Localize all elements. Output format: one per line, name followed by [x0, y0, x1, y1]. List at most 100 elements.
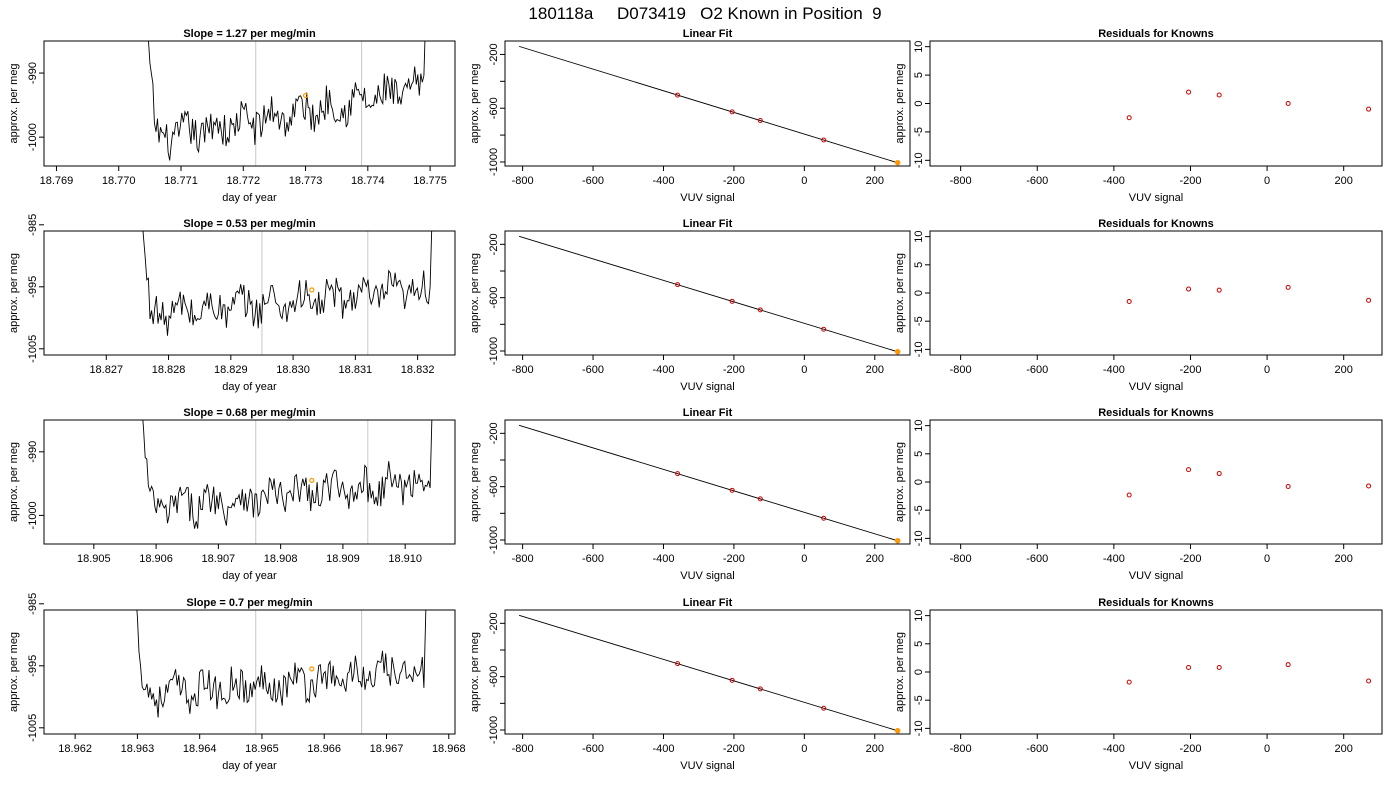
panel-title: Slope = 0.53 per meg/min [183, 218, 316, 230]
residual-point [1126, 492, 1132, 498]
plot-frame [43, 419, 456, 545]
y-axis-label: approx. per meg [894, 63, 906, 143]
y-tick-label: -985 [27, 593, 39, 615]
highlight-point [894, 348, 901, 355]
y-tick-label: -1000 [488, 716, 500, 744]
plot-area [518, 424, 901, 544]
y-tick-label: -10 [913, 152, 925, 168]
fit-point [729, 298, 735, 304]
plot-area [148, 41, 426, 166]
x-tick-label: 18.775 [413, 175, 447, 187]
panel-title: Slope = 0.7 per meg/min [186, 597, 313, 609]
x-tick-label: -400 [652, 743, 674, 755]
x-tick-label: 18.772 [226, 175, 260, 187]
x-tick-label: 0 [1264, 553, 1270, 565]
y-tick-label: -200 [488, 233, 500, 255]
x-tick-label: -600 [1026, 553, 1048, 565]
plot-frame [504, 40, 911, 167]
residual-point [1126, 298, 1132, 304]
y-axis-label: approx. per meg [8, 442, 20, 522]
timeseries-marker [302, 92, 309, 99]
plot-area [1126, 89, 1372, 121]
fit-point [821, 515, 827, 521]
x-tick-label: -400 [1103, 743, 1125, 755]
x-tick-label: 200 [1335, 553, 1353, 565]
y-tick-label: 0 [913, 669, 925, 675]
residual-point [1186, 467, 1192, 473]
timeseries-panel-4: Slope = 0.7 per meg/min 18.962 18.963 18.96… [8, 593, 466, 772]
y-axis-label: approx. per meg [894, 253, 906, 333]
linear-fit-panel-3: Linear Fit -800 -600 -400 -200 0 200 -200 -600 -1… [469, 407, 911, 582]
residuals-panel-2: Residuals for Knowns -800 -600 -400 -200 0 200… [894, 218, 1383, 393]
residuals-panel-3: Residuals for Knowns -800 -600 -400 -200 0 200… [894, 407, 1383, 582]
x-tick-label: -600 [582, 364, 604, 376]
plot-area [1126, 662, 1372, 685]
x-tick-label: 18.906 [139, 553, 173, 565]
x-tick-label: -200 [1179, 743, 1201, 755]
panel-title: Linear Fit [683, 218, 733, 230]
x-tick-label: -400 [1103, 553, 1125, 565]
y-tick-label: -200 [488, 422, 500, 444]
timeseries-panel-2: Slope = 0.53 per meg/min 18.827 18.828 18.8… [8, 214, 456, 393]
x-tick-label: 200 [866, 553, 884, 565]
y-tick-label: -10 [913, 341, 925, 357]
residual-point [1285, 284, 1291, 290]
x-tick-label: -800 [950, 553, 972, 565]
y-tick-label: 0 [913, 479, 925, 485]
y-tick-label: 5 [913, 641, 925, 647]
fit-point [675, 661, 681, 667]
y-tick-label: -1000 [27, 501, 39, 529]
panel-title: Linear Fit [683, 597, 733, 609]
residual-point [1285, 662, 1291, 668]
panel-title: Residuals for Knowns [1098, 28, 1214, 40]
x-tick-label: 0 [801, 175, 807, 187]
x-axis-label: VUV signal [1129, 760, 1183, 772]
y-axis-label: approx. per meg [469, 63, 481, 143]
panel-title: Slope = 1.27 per meg/min [183, 28, 316, 40]
panel-title: Linear Fit [683, 28, 733, 40]
x-tick-label: 200 [866, 743, 884, 755]
highlight-point [894, 727, 901, 734]
panel-title: Residuals for Knowns [1098, 218, 1214, 230]
y-tick-label: 5 [913, 72, 925, 78]
x-tick-label: 18.827 [89, 364, 123, 376]
x-axis-label: VUV signal [1129, 192, 1183, 204]
fit-line [518, 235, 900, 353]
residual-point [1285, 101, 1291, 106]
x-axis-label: day of year [222, 570, 277, 582]
plot-area [518, 614, 901, 734]
y-axis-label: approx. per meg [8, 63, 20, 143]
residual-point [1126, 679, 1132, 685]
plot-frame [43, 40, 456, 167]
x-tick-label: 18.966 [307, 743, 341, 755]
x-tick-label: 18.832 [401, 364, 435, 376]
y-tick-label: -10 [913, 720, 925, 736]
x-axis-label: day of year [222, 192, 277, 204]
plot-area [518, 45, 901, 166]
fit-point [757, 307, 763, 313]
residuals-panel-1: Residuals for Knowns -800 -600 -400 -200 0 200… [894, 28, 1383, 204]
x-axis-label: day of year [222, 381, 277, 393]
x-tick-label: 18.908 [264, 553, 298, 565]
y-tick-label: -5 [913, 695, 925, 705]
y-axis-label: approx. per meg [469, 253, 481, 333]
y-tick-label: -985 [27, 214, 39, 236]
timeseries-marker [309, 477, 315, 484]
timeseries-panel-1: Slope = 1.27 per meg/min 18.769 18.770 18.7… [8, 28, 456, 204]
residual-point [1126, 115, 1132, 121]
plot-frame [929, 419, 1383, 545]
residuals-panel-4: Residuals for Knowns -800 -600 -400 -200 0 200… [894, 597, 1383, 772]
highlight-point [894, 159, 901, 166]
y-tick-label: 5 [913, 451, 925, 457]
x-axis-label: VUV signal [680, 760, 734, 772]
timeseries-trace [142, 231, 433, 336]
panel-title: Residuals for Knowns [1098, 407, 1214, 419]
panels: Slope = 1.27 per meg/min 18.769 18.770 18.7… [8, 28, 1383, 772]
x-tick-label: 18.962 [58, 743, 92, 755]
timeseries-trace [142, 420, 433, 529]
y-tick-label: 0 [913, 290, 925, 296]
x-tick-label: 200 [1335, 175, 1353, 187]
fit-point [821, 705, 827, 711]
plot-frame [43, 230, 456, 356]
y-axis-label: approx. per meg [469, 632, 481, 712]
